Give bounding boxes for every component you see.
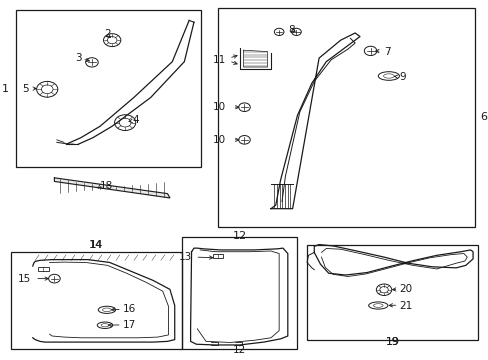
Text: 13: 13 <box>178 252 191 262</box>
Bar <box>218 8 474 226</box>
Text: 17: 17 <box>123 320 136 330</box>
Text: 12: 12 <box>233 345 246 355</box>
Text: 11: 11 <box>213 54 226 64</box>
Bar <box>11 252 182 348</box>
Text: 14: 14 <box>89 240 102 250</box>
Bar <box>306 244 477 339</box>
Text: 15: 15 <box>18 274 31 284</box>
Text: 12: 12 <box>232 231 246 240</box>
Text: 9: 9 <box>399 72 405 82</box>
Text: 21: 21 <box>399 301 412 311</box>
Text: 18: 18 <box>100 181 113 191</box>
Text: 3: 3 <box>75 53 81 63</box>
Text: 7: 7 <box>383 46 390 57</box>
Polygon shape <box>54 178 169 198</box>
Text: 6: 6 <box>479 112 486 122</box>
Text: 16: 16 <box>123 304 136 314</box>
Text: 10: 10 <box>213 135 226 145</box>
Text: 4: 4 <box>133 115 139 125</box>
Text: 2: 2 <box>104 29 110 39</box>
Text: 8: 8 <box>288 25 294 35</box>
Bar <box>182 237 297 348</box>
Text: 19: 19 <box>386 337 399 347</box>
Bar <box>38 267 49 271</box>
Text: 10: 10 <box>213 102 226 112</box>
Text: 14: 14 <box>89 239 103 249</box>
Text: 5: 5 <box>22 84 29 94</box>
Bar <box>16 10 201 167</box>
Text: 1: 1 <box>2 84 9 94</box>
Bar <box>212 255 223 258</box>
Text: 19: 19 <box>385 337 399 347</box>
Text: 20: 20 <box>399 284 412 294</box>
